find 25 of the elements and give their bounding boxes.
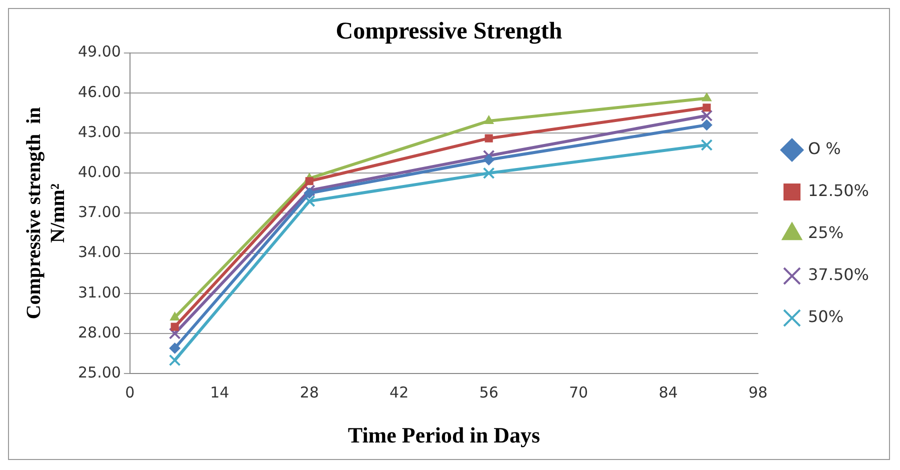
y-tick-label: 49.00 — [78, 42, 121, 61]
y-tick-label: 28.00 — [78, 323, 121, 342]
y-axis-title: Compressive strength in N/mm² — [23, 107, 70, 320]
y-tick-label: 25.00 — [78, 363, 121, 382]
x-tick-label: 14 — [210, 383, 230, 402]
y-tick-label: 37.00 — [78, 203, 121, 222]
legend-label: O % — [808, 139, 841, 158]
legend-label: 50% — [808, 307, 844, 326]
x-tick-label: 70 — [569, 383, 588, 402]
x-tick-label: 84 — [658, 383, 678, 402]
legend-label: 25% — [808, 223, 844, 242]
x-tick-label: 0 — [125, 383, 135, 402]
y-tick-label: 31.00 — [78, 283, 121, 302]
y-tick-label: 46.00 — [78, 82, 121, 101]
x-tick-label: 98 — [748, 383, 768, 402]
y-tick-label: 34.00 — [78, 243, 121, 262]
chart-title: Compressive Strength — [336, 18, 562, 45]
legend-label: 12.50% — [808, 181, 870, 200]
x-tick-label: 42 — [390, 383, 409, 402]
x-tick-label: 56 — [479, 383, 498, 402]
legend-label: 37.50% — [808, 265, 870, 284]
x-axis-title: Time Period in Days — [348, 422, 540, 448]
x-tick-label: 28 — [300, 383, 319, 402]
y-tick-label: 40.00 — [78, 162, 121, 181]
y-tick-label: 43.00 — [78, 122, 121, 141]
